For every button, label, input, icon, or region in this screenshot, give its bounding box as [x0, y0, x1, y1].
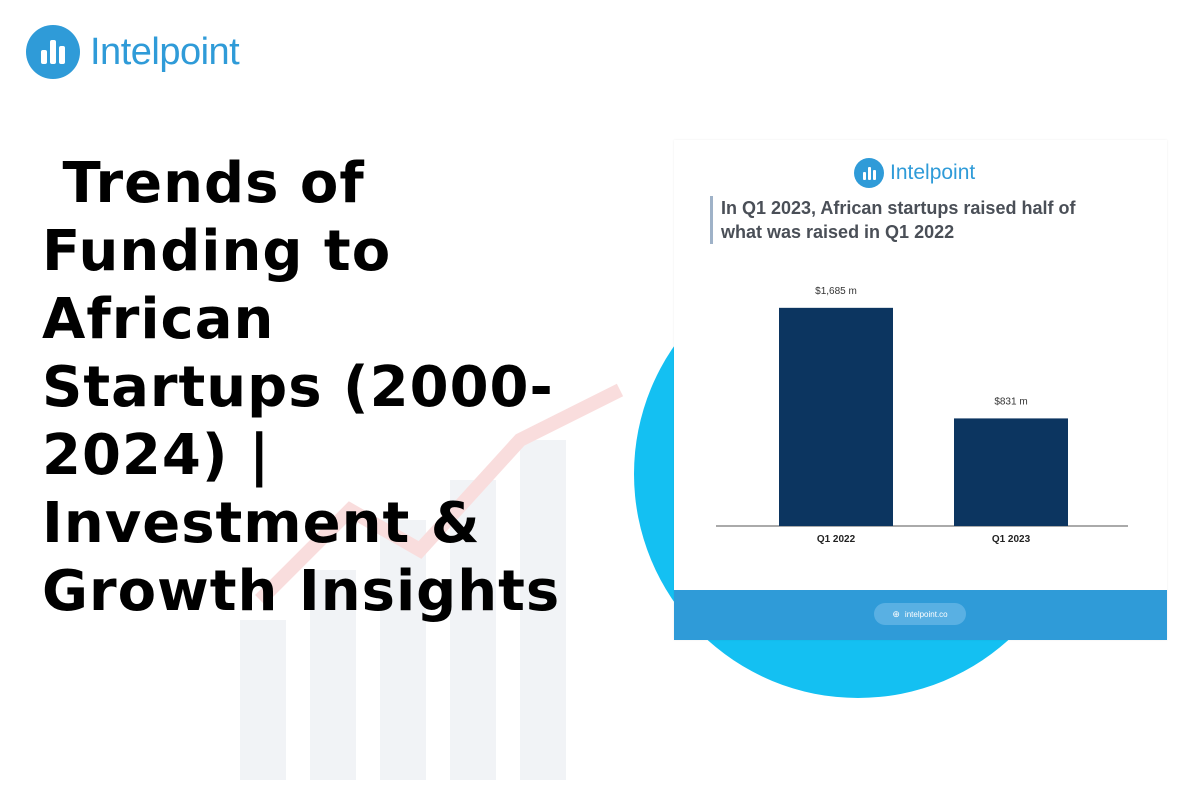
- x-tick-label: Q1 2023: [992, 534, 1031, 545]
- chart-title-line: In Q1 2023, African startups raised half…: [721, 198, 1076, 218]
- bar-chart-logo-icon: [26, 25, 80, 79]
- card-footer: ⊕ intelpoint.co: [674, 590, 1167, 640]
- headline-line: Growth Insights: [42, 559, 561, 624]
- headline-line: Startups (2000-: [42, 355, 554, 420]
- chart-title: In Q1 2023, African startups raised half…: [710, 196, 1161, 244]
- headline-line: Funding to: [42, 219, 392, 284]
- data-label: $1,685 m: [815, 286, 857, 297]
- chart-title-line: what was raised in Q1 2022: [721, 222, 955, 242]
- website-link[interactable]: ⊕ intelpoint.co: [874, 603, 966, 625]
- bar-chart-logo-icon: [854, 158, 884, 188]
- bar-q1-2022: [779, 307, 893, 526]
- brand-name: Intelpoint: [90, 30, 240, 73]
- headline-line: 2024) |: [42, 423, 271, 488]
- card-brand-name: Intelpoint: [890, 161, 976, 184]
- headline-line: Trends of: [42, 151, 365, 216]
- headline-line: Investment &: [42, 491, 481, 556]
- website-label: intelpoint.co: [904, 609, 948, 619]
- globe-icon: ⊕: [892, 608, 900, 619]
- brand[interactable]: Intelpoint: [26, 24, 240, 80]
- x-tick-label: Q1 2022: [817, 534, 856, 545]
- bar-q1-2023: [954, 418, 1068, 526]
- chart-card: Intelpoint In Q1 2023, African startups …: [674, 140, 1167, 640]
- bar-chart: $1,685 m Q1 2022 $831 m Q1 2023: [716, 286, 1128, 545]
- data-label: $831 m: [994, 396, 1027, 407]
- card-brand: Intelpoint: [854, 158, 975, 188]
- page-headline: Trends of Funding to African Startups (2000…: [42, 150, 632, 626]
- background-growth-illustration: [240, 383, 624, 780]
- headline-line: African: [42, 287, 275, 352]
